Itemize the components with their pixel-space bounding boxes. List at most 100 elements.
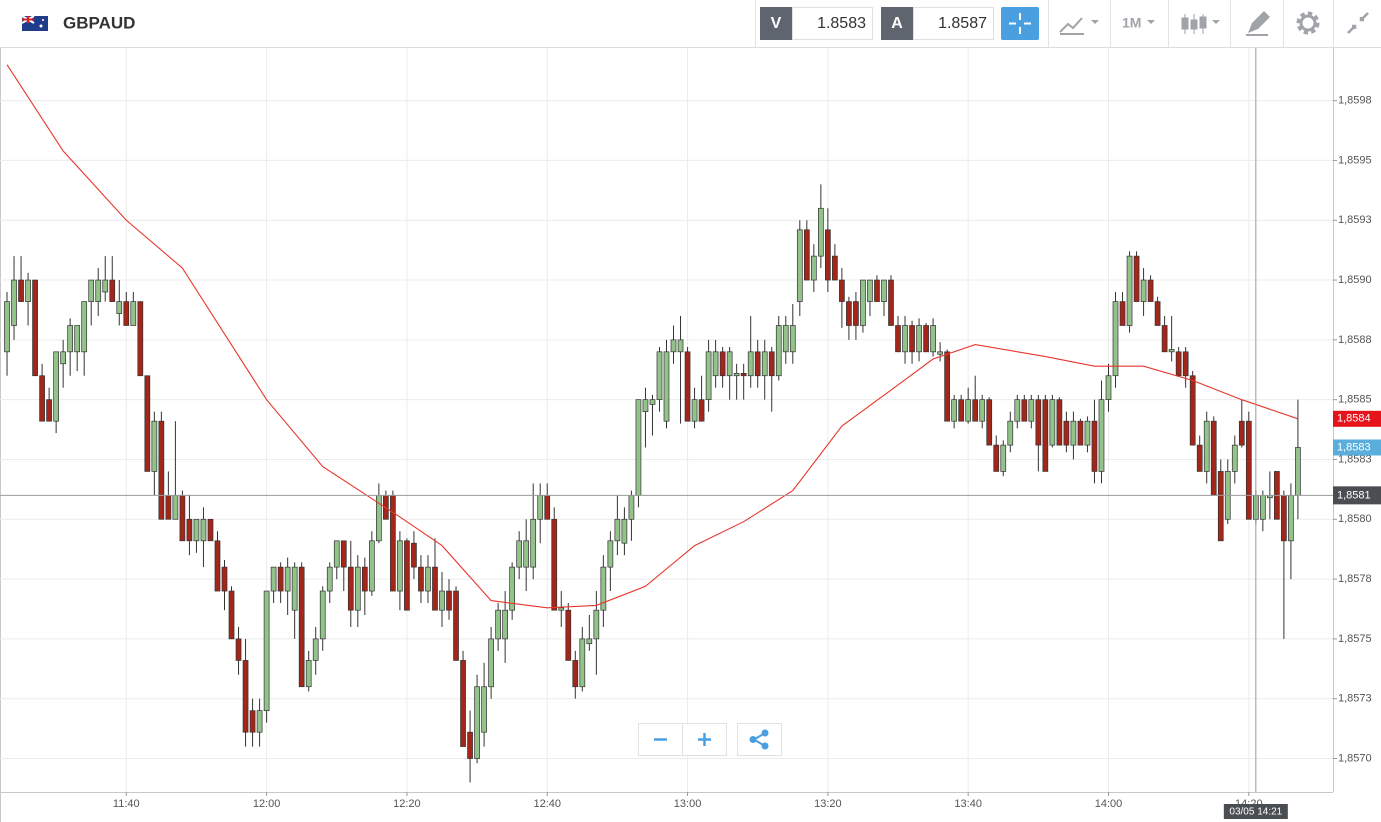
bid-badge <box>760 7 792 40</box>
candle-body <box>565 609 572 661</box>
candle-body <box>446 590 452 611</box>
candle-body <box>502 609 508 640</box>
candle-body <box>1014 399 1021 422</box>
overlays: 1,8584 1,8583 1,8581 03/05 14:21 <box>0 48 1381 819</box>
ask-label: A <box>891 15 903 32</box>
candle-body <box>298 566 305 688</box>
candle-body <box>572 660 579 688</box>
candle-body <box>937 351 943 355</box>
candle-body <box>1105 375 1112 401</box>
candle-body <box>656 351 663 401</box>
candle-body <box>1196 444 1203 472</box>
candle-body <box>1203 420 1210 472</box>
candle-body <box>719 351 726 377</box>
candle-body <box>453 590 459 661</box>
candle-body <box>109 279 116 302</box>
bid-value: 1.8583 <box>817 15 866 32</box>
y-tick-label: 1,8595 <box>1338 154 1372 166</box>
candle-body <box>67 325 74 353</box>
candle-body <box>1295 447 1301 496</box>
candle-body <box>867 279 873 302</box>
candle-body <box>761 351 768 377</box>
candle-body <box>390 495 396 592</box>
candle-body <box>979 399 986 422</box>
candle-body <box>860 279 866 326</box>
candle-body <box>551 518 558 611</box>
crosshair-x-tag <box>1223 804 1288 819</box>
candle-body <box>460 660 466 747</box>
candle-body <box>965 399 972 422</box>
zoom-out-button[interactable] <box>638 723 683 756</box>
price-tag <box>1333 439 1381 456</box>
crosshair-y-tag <box>1333 486 1381 505</box>
candle-body <box>930 325 936 353</box>
y-tick-label: 1,8578 <box>1338 573 1372 585</box>
candle-body <box>796 229 803 302</box>
draw-button[interactable] <box>1246 11 1270 36</box>
candle-body <box>495 609 501 640</box>
crosshair-x-label: 03/05 14:21 <box>1229 807 1282 818</box>
candle-body <box>1021 399 1028 422</box>
crosshair-button[interactable] <box>1001 7 1039 40</box>
candle-body <box>544 495 551 520</box>
candle-body <box>137 301 144 377</box>
candle-body <box>326 566 333 592</box>
candle-body <box>1182 351 1189 377</box>
candle-body <box>530 518 537 568</box>
zoom-in-button[interactable] <box>682 723 727 756</box>
candle-body <box>284 566 291 592</box>
dropdown-arrow <box>1147 20 1155 24</box>
candle-body <box>404 540 410 611</box>
candle-body <box>1007 420 1014 446</box>
candle-body <box>81 301 88 353</box>
candle-body <box>1000 444 1007 472</box>
x-tick-label: 13:40 <box>954 798 982 810</box>
candle-body <box>1245 420 1252 520</box>
candle-body <box>691 399 698 422</box>
candle-body <box>775 325 782 377</box>
candle-body <box>46 399 52 422</box>
candle-body <box>586 638 593 645</box>
chart-type-button[interactable] <box>1059 17 1099 35</box>
candle-body <box>705 351 712 401</box>
candle-body <box>993 444 1000 472</box>
candle-body <box>361 566 368 592</box>
candle-body <box>944 351 950 422</box>
candle-body <box>333 540 340 568</box>
moving-average-line <box>6 64 1299 609</box>
candle-body <box>523 540 530 568</box>
settings-button[interactable] <box>1296 11 1320 35</box>
candle-body <box>11 279 17 326</box>
candle-style-button[interactable] <box>1181 14 1220 34</box>
candle-body <box>747 351 754 377</box>
candle-body <box>277 566 284 592</box>
candle-body <box>902 325 908 353</box>
candle-body <box>1042 399 1049 472</box>
candle-body <box>270 566 277 592</box>
candle-body <box>832 255 838 281</box>
candle-body <box>60 351 66 365</box>
candle-body <box>88 279 95 302</box>
candle-body <box>1189 375 1196 446</box>
candle-body <box>789 325 796 353</box>
candle-body <box>158 420 165 520</box>
candle-body <box>593 609 600 640</box>
candle-body <box>853 301 859 326</box>
candle-body <box>1070 420 1077 446</box>
candle-body <box>305 660 312 688</box>
candle-body <box>347 566 354 611</box>
candle-body <box>4 301 10 353</box>
timeframe-button[interactable]: 1M <box>1122 15 1141 31</box>
candle-body <box>768 351 775 377</box>
share-button[interactable] <box>737 723 782 756</box>
candle-body <box>1175 351 1182 377</box>
candle-body <box>698 399 705 422</box>
candle-body <box>18 279 24 302</box>
plot <box>4 184 1301 783</box>
candle-body <box>74 325 81 353</box>
candle-body <box>439 590 445 611</box>
collapse-button[interactable] <box>1347 12 1369 34</box>
candle-body <box>467 731 473 759</box>
symbol: GBPAUD <box>63 13 135 32</box>
